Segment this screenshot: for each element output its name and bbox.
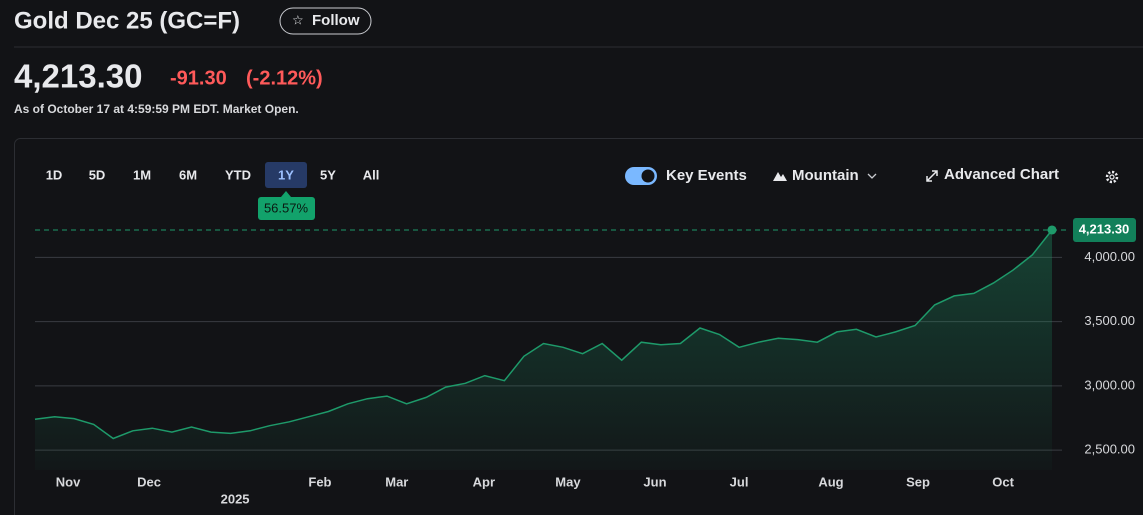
year-label: 2025: [221, 491, 250, 506]
range-button[interactable]: 1D: [46, 167, 63, 182]
range-button[interactable]: 6M: [179, 167, 197, 182]
chevron: [867, 173, 877, 179]
range-button[interactable]: YTD: [225, 167, 251, 182]
x-tick-label: Apr: [473, 474, 495, 489]
settings-icon[interactable]: [1105, 170, 1119, 184]
range-button[interactable]: 1M: [133, 167, 151, 182]
key-events-label[interactable]: Key Events: [666, 167, 747, 184]
change-percent: (-2.12%): [246, 67, 323, 89]
badge-pointer: [281, 191, 291, 197]
follow-button[interactable]: [279, 7, 372, 35]
range-button[interactable]: 5D: [89, 167, 106, 182]
settings-core: [1109, 174, 1115, 180]
expand-icon: [926, 170, 938, 182]
price: 4,213.30: [14, 58, 142, 95]
advanced-chart[interactable]: Advanced Chart: [944, 166, 1059, 183]
change: -91.30: [170, 67, 227, 89]
y-tick-label: 2,500.00: [1084, 442, 1135, 457]
y-tick-label: 3,000.00: [1084, 377, 1135, 392]
y-tick-label: 4,000.00: [1084, 249, 1135, 264]
x-tick-label: Nov: [56, 474, 81, 489]
area: [35, 230, 1052, 470]
range-button[interactable]: 1Y: [278, 167, 294, 182]
chart-panel: [14, 138, 1143, 515]
x-tick-label: Jul: [730, 474, 749, 489]
last-price-label: 4,213.30: [1079, 221, 1130, 236]
last-price-tag: [1073, 217, 1136, 242]
x-tick-label: May: [555, 474, 581, 489]
star-icon: ☆: [292, 12, 304, 27]
range-button[interactable]: All: [363, 167, 380, 182]
as-of: As of October 17 at 4:59:59 PM EDT. Mark…: [14, 102, 299, 116]
x-tick-label: Sep: [906, 474, 930, 489]
mountain-icon: [773, 172, 787, 181]
x-tick-label: Aug: [818, 474, 843, 489]
range-change-badge: [258, 197, 315, 220]
title: Gold Dec 25 (GC=F): [14, 7, 240, 34]
follow-label: Follow: [312, 12, 360, 29]
range-selected-bg: [265, 162, 307, 188]
range-button[interactable]: 5Y: [320, 167, 336, 182]
price-line: [34, 229, 1053, 440]
y-tick-label: 3,500.00: [1084, 313, 1135, 328]
x-tick-label: Feb: [308, 474, 331, 489]
x-tick-label: Jun: [643, 474, 666, 489]
last-point: [1047, 225, 1057, 235]
x-tick-label: Mar: [385, 474, 408, 489]
x-tick-label: Oct: [992, 474, 1014, 489]
range-change: 56.57%: [264, 200, 309, 215]
chart-style[interactable]: Mountain: [792, 167, 859, 184]
toggle-knob: [641, 169, 655, 183]
x-tick-label: Dec: [137, 474, 161, 489]
